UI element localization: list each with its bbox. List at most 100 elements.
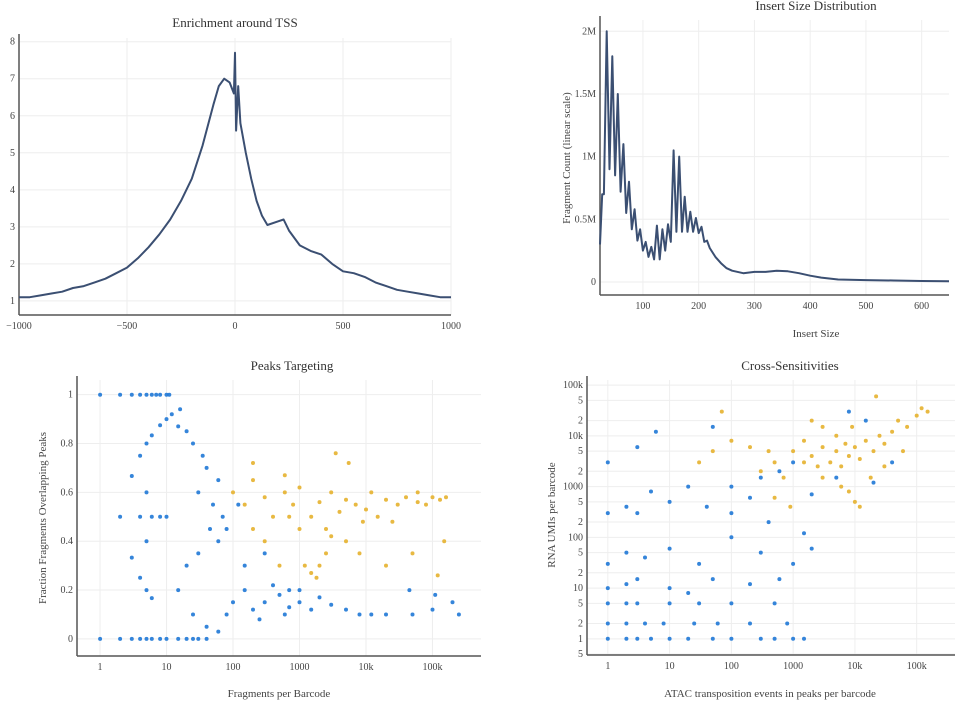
gold-scatter-point	[874, 394, 879, 399]
gold-scatter-point	[329, 534, 334, 539]
blue-scatter-point	[191, 636, 195, 641]
blue-scatter-point	[204, 465, 209, 470]
blue-scatter-point	[184, 429, 189, 434]
x-tick-label: −500	[117, 321, 138, 332]
gold-scatter-point	[882, 464, 887, 469]
blue-scatter-point	[138, 453, 143, 458]
x-tick-label: 0	[233, 321, 238, 332]
gold-scatter-point	[772, 495, 777, 500]
y-tick-label: 10	[573, 583, 583, 594]
gold-scatter-point	[309, 571, 314, 575]
gold-scatter-point	[914, 413, 919, 418]
tss-chart: −1000 −500 0 500 1000 1 2 3 4 5 6 7 8 Enrichment arou…	[6, 15, 461, 332]
blue-scatter-point	[692, 621, 697, 626]
y-tick-label: 3	[10, 222, 15, 233]
chart-title: Peaks Targeting	[251, 358, 334, 373]
x-tick-label: 10k	[847, 661, 862, 672]
gold-scatter-point	[877, 433, 882, 438]
x-tick-label: 100	[724, 661, 739, 672]
blue-scatter-point	[791, 636, 796, 641]
blue-scatter-point	[282, 612, 287, 617]
blue-scatter-point	[605, 621, 610, 626]
blue-scatter-point	[216, 478, 221, 483]
blue-scatter-point	[297, 588, 302, 593]
blue-scatter-point	[242, 588, 247, 593]
series-line	[19, 51, 451, 299]
blue-scatter-point	[257, 617, 262, 622]
y-tick-label: 2	[578, 517, 583, 528]
gold-scatter-point	[271, 514, 275, 519]
blue-scatter-point	[158, 423, 163, 428]
blue-scatter-point	[729, 636, 734, 641]
y-tick-label: 1M	[582, 152, 596, 163]
y-tick-label: 2	[10, 259, 15, 270]
blue-scatter-point	[809, 492, 814, 497]
blue-scatter-point	[129, 636, 134, 641]
gold-scatter-point	[839, 484, 844, 489]
blue-scatter-point	[129, 474, 134, 478]
blue-scatter-point	[624, 582, 629, 587]
blue-scatter-point	[144, 539, 149, 544]
blue-scatter-point	[635, 601, 640, 606]
blue-scatter-point	[317, 595, 322, 600]
y-tick-label: 5	[578, 446, 583, 457]
blue-scatter-point	[138, 636, 143, 641]
gold-scatter-point	[404, 495, 408, 500]
y-tick-label: 2	[578, 416, 583, 427]
y-axis-label: Fraction Fragments Overlapping Peaks	[37, 432, 49, 604]
gold-scatter-point	[809, 418, 814, 423]
x-tick-label: 1	[98, 662, 103, 673]
gold-scatter-point	[324, 551, 328, 556]
gold-scatter-point	[337, 509, 342, 514]
gold-scatter-point	[772, 460, 777, 465]
blue-scatter-point	[216, 629, 221, 634]
x-tick-label: 100k	[907, 661, 927, 672]
gold-scatter-point	[317, 500, 322, 505]
blue-scatter-point	[450, 600, 455, 605]
x-axis-label: ATAC transposition events in peaks per b…	[664, 688, 876, 700]
y-tick-label: 2	[578, 466, 583, 477]
gold-scatter-point	[309, 514, 314, 519]
gold-scatter-point	[424, 502, 428, 507]
blue-scatter-point	[605, 511, 610, 516]
gold-scatter-point	[438, 497, 442, 502]
blue-scatter-point	[154, 392, 159, 397]
blue-scatter-point	[184, 563, 189, 568]
blue-scatter-point	[98, 636, 103, 641]
gold-scatter-point	[791, 449, 796, 454]
blue-scatter-point	[271, 583, 275, 588]
blue-scatter-point	[176, 588, 181, 593]
blue-scatter-point	[149, 596, 154, 601]
blue-scatter-point	[144, 441, 149, 446]
blue-scatter-point	[98, 392, 103, 397]
blue-scatter-point	[605, 586, 610, 591]
blue-scatter-point	[176, 424, 181, 429]
gold-scatter-point	[729, 438, 734, 443]
x-tick-label: 1000	[783, 661, 803, 672]
gold-scatter-point	[282, 473, 287, 478]
chart-title: Enrichment around TSS	[172, 15, 297, 30]
y-tick-label: 5	[578, 395, 583, 406]
blue-scatter-point	[138, 514, 143, 519]
chart-title: Cross-Sensitivities	[741, 358, 839, 373]
blue-scatter-point	[624, 504, 629, 509]
blue-scatter-point	[710, 636, 715, 641]
blue-scatter-point	[635, 511, 640, 516]
blue-scatter-point	[277, 592, 282, 597]
blue-scatter-point	[785, 621, 790, 626]
gold-scatter-point	[868, 475, 873, 480]
blue-scatter-point	[777, 469, 782, 474]
gold-scatter-point	[415, 490, 420, 495]
gold-scatter-point	[442, 539, 447, 544]
gold-scatter-point	[919, 406, 924, 411]
gold-scatter-point	[251, 478, 255, 483]
gold-scatter-point	[346, 461, 351, 465]
x-tick-label: 500	[858, 301, 873, 312]
gold-scatter-point	[410, 551, 415, 556]
gold-scatter-point	[843, 441, 848, 446]
blue-scatter-point	[667, 499, 672, 504]
blue-scatter-point	[624, 550, 629, 555]
blue-scatter-point	[220, 514, 225, 519]
gold-scatter-point	[242, 502, 247, 507]
